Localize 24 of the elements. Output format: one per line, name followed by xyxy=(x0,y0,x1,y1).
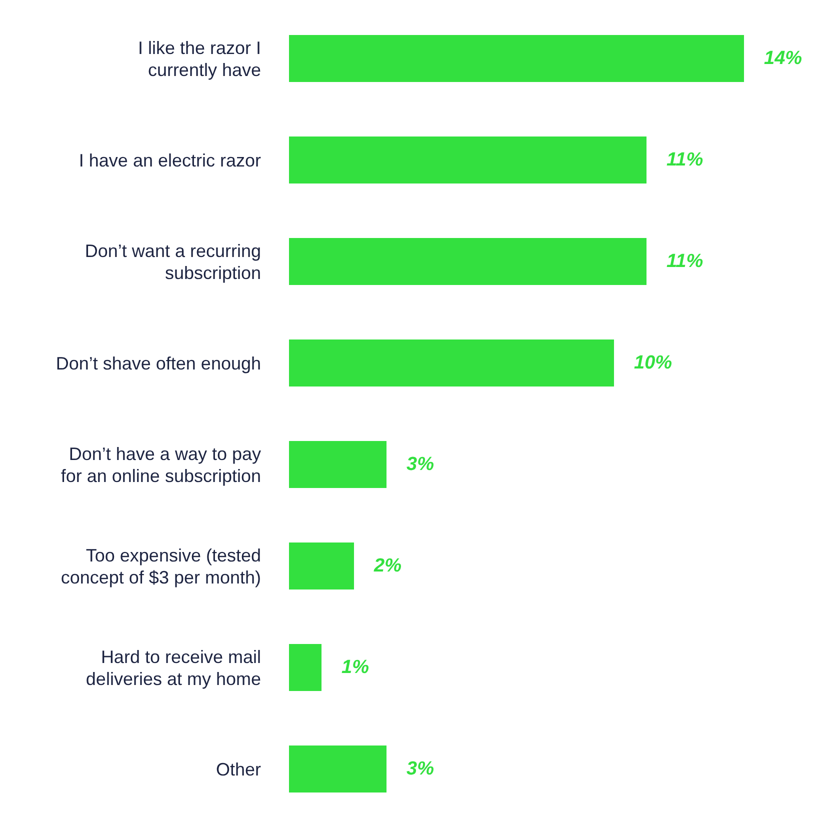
bar xyxy=(289,746,386,792)
data-label: 2% xyxy=(373,556,402,576)
y-tick-label: I like the razor I currently have xyxy=(138,38,261,80)
data-label: 11% xyxy=(666,150,704,170)
data-label: 1% xyxy=(342,657,370,678)
bar xyxy=(289,340,614,386)
data-label: 14% xyxy=(764,48,802,69)
bar xyxy=(289,441,386,488)
y-tick-label: Other xyxy=(216,759,261,780)
bar xyxy=(289,35,744,82)
y-tick-label: I have an electric razor xyxy=(78,150,261,170)
bar xyxy=(289,644,322,691)
y-tick-label: Don’t want a recurring subscription xyxy=(84,240,261,283)
bar xyxy=(289,238,646,285)
y-tick-label: Hard to receive mail deliveries at my home xyxy=(86,646,261,689)
data-label: 10% xyxy=(634,352,672,374)
bar xyxy=(289,542,354,590)
data-label: 3% xyxy=(406,758,434,780)
bar xyxy=(289,136,646,184)
data-label: 11% xyxy=(666,251,704,272)
y-tick-label: Too expensive (tested concept of $3 per month) xyxy=(60,545,261,588)
y-tick-label: Don’t shave often enough xyxy=(56,353,261,374)
data-label: 3% xyxy=(406,454,434,475)
y-tick-label: Don’t have a way to pay for an online subscription xyxy=(60,444,261,486)
